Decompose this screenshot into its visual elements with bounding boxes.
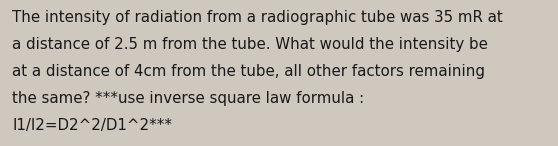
Text: at a distance of 4cm from the tube, all other factors remaining: at a distance of 4cm from the tube, all … [12, 64, 485, 79]
Text: I1/I2=D2^2/D1^2***: I1/I2=D2^2/D1^2*** [12, 118, 172, 133]
Text: The intensity of radiation from a radiographic tube was 35 mR at: The intensity of radiation from a radiog… [12, 10, 503, 25]
Text: the same? ***use inverse square law formula :: the same? ***use inverse square law form… [12, 91, 364, 106]
Text: a distance of 2.5 m from the tube. What would the intensity be: a distance of 2.5 m from the tube. What … [12, 37, 488, 52]
